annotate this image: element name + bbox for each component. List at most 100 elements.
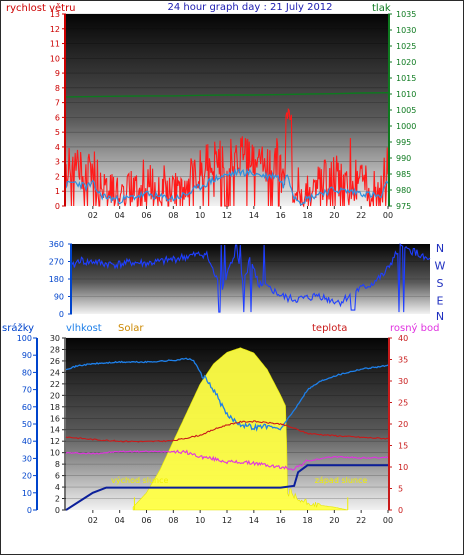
pressure-axis-title: tlak [372,3,391,14]
wind-tick-label: 13 [50,10,60,19]
temperature-tick-label: 30 [398,377,408,386]
pressure-tick-label: 985 [396,170,411,179]
compass-letter-n: N [436,242,444,255]
pressure-tick-label: 1025 [396,42,416,51]
wind-tick-label: 3 [55,158,60,167]
wind-tick-label: 7 [55,99,60,108]
wind-pressure-panel: 1312111098765432101035103010251020101510… [50,10,417,220]
graph-title: 24 hour graph day : 21 July 2012 [167,2,332,13]
wind-time-tick-label: 20 [329,211,339,220]
rain-tick-label: 30 [22,454,32,463]
time-tick-label: 22 [356,516,366,525]
wind-tick-label: 2 [55,172,60,181]
rain-tick-label: 20 [22,472,32,481]
wind-tick-label: 0 [55,202,60,211]
pressure-tick-label: 1035 [396,10,416,19]
temperature-tick-label: 40 [398,334,408,343]
rain-tick-label: 40 [22,437,32,446]
pressure-tick-label: 995 [396,138,411,147]
compass-letter-w: W [435,260,446,273]
humidity-scale-tick-label: 20 [50,391,60,400]
pressure-tick-label: 1015 [396,74,416,83]
wind-tick-label: 9 [55,69,60,78]
time-tick-label: 20 [329,516,339,525]
rain-series [65,464,388,511]
temperature-tick-label: 25 [398,399,408,408]
wind-direction-series [71,242,431,313]
rain-tick-label: 70 [22,386,32,395]
humidity-scale-tick-label: 18 [50,403,60,412]
wind-pressure-axes: 1312111098765432101035103010251020101510… [50,10,417,220]
humidity-legend: vlhkost [66,323,102,334]
compass-letter-s: S [437,277,444,290]
humidity-scale-tick-label: 12 [50,437,60,446]
rain-tick-label: 0 [27,506,32,515]
rain-humidity-axes: 1009080706050403020100302826242220181614… [17,334,408,525]
temperature-legend: teplota [312,323,347,334]
humidity-scale-tick-label: 14 [50,426,60,435]
rain-tick-label: 100 [17,334,32,343]
pressure-tick-label: 1000 [396,122,416,131]
humidity-scale-tick-label: 6 [55,472,60,481]
wind-time-tick-label: 06 [141,211,151,220]
pressure-tick-label: 1020 [396,58,416,67]
sunset-label: západ slunce [315,476,368,485]
wind-time-tick-label: 08 [168,211,178,220]
time-tick-label: 04 [115,516,125,525]
wind-tick-label: 12 [50,25,60,34]
dewpoint-series [65,449,389,471]
wind-time-tick-label: 18 [302,211,312,220]
direction-tick-label: 0 [59,310,64,319]
humidity-scale-tick-label: 10 [50,449,60,458]
wind-tick-label: 1 [55,187,60,196]
temperature-tick-label: 15 [398,442,408,451]
rain-tick-label: 90 [22,351,32,360]
time-tick-label: 10 [195,516,205,525]
time-tick-label: 14 [249,516,259,525]
time-tick-label: 12 [222,516,232,525]
temperature-series [65,420,389,443]
wind-tick-label: 5 [55,128,60,137]
wind-tick-label: 6 [55,113,60,122]
compass-letter-e: E [437,295,444,308]
humidity-scale-tick-label: 28 [50,345,60,354]
wind-tick-label: 11 [50,40,60,49]
wind-time-tick-label: 02 [88,211,98,220]
pressure-tick-label: 1030 [396,26,416,35]
wind-time-tick-label: 10 [195,211,205,220]
time-tick-label: 06 [141,516,151,525]
pressure-tick-label: 975 [396,202,411,211]
humidity-scale-tick-label: 0 [55,506,60,515]
wind-time-tick-label: 04 [115,211,125,220]
humidity-scale-tick-label: 22 [50,380,60,389]
humidity-scale-tick-label: 16 [50,414,60,423]
temperature-tick-label: 0 [398,506,403,515]
wind-time-tick-label: 00 [383,211,393,220]
wind-pressure-series [65,92,389,208]
wind-pressure-gridlines [66,13,388,192]
temperature-tick-label: 10 [398,463,408,472]
time-tick-label: 02 [88,516,98,525]
pressure-tick-label: 990 [396,154,411,163]
direction-tick-label: 360 [49,240,64,249]
wind-tick-label: 10 [50,54,60,63]
humidity-scale-tick-label: 2 [55,495,60,504]
wind-average-series [65,167,389,207]
wind-tick-label: 4 [55,143,60,152]
sunrise-label: východ slunce [111,476,168,485]
pressure-series [65,92,389,98]
time-tick-label: 08 [168,516,178,525]
wind-direction-series [71,242,431,313]
rain-humidity-solar-temperature-panel: východ slunce západ slunce 10090807060504… [17,334,408,525]
wind-time-tick-label: 22 [356,211,366,220]
wind-speed-axis-title: rychlost větru [6,2,76,14]
pressure-tick-label: 980 [396,186,411,195]
compass-letter-n: N [436,310,444,323]
humidity-scale-tick-label: 30 [50,334,60,343]
wind-time-tick-label: 16 [276,211,286,220]
direction-tick-label: 90 [54,293,64,302]
humidity-scale-tick-label: 4 [55,483,60,492]
rain-tick-label: 10 [22,489,32,498]
humidity-scale-tick-label: 8 [55,460,60,469]
